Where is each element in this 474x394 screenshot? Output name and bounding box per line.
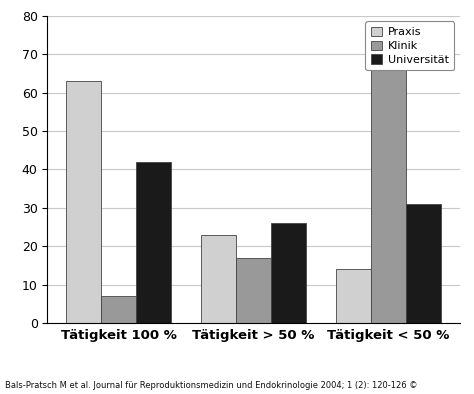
Bar — [406, 204, 441, 323]
Legend: Praxis, Klinik, Universität: Praxis, Klinik, Universität — [365, 21, 454, 71]
Bar — [201, 235, 236, 323]
Bar — [66, 81, 101, 323]
Bar — [371, 31, 406, 323]
Bar — [101, 296, 136, 323]
Bar — [136, 162, 171, 323]
Bar — [336, 269, 371, 323]
Bar — [236, 258, 271, 323]
Bar — [271, 223, 306, 323]
Text: Bals-Pratsch M et al. Journal für Reproduktionsmedizin und Endokrinologie 2004; : Bals-Pratsch M et al. Journal für Reprod… — [5, 381, 417, 390]
